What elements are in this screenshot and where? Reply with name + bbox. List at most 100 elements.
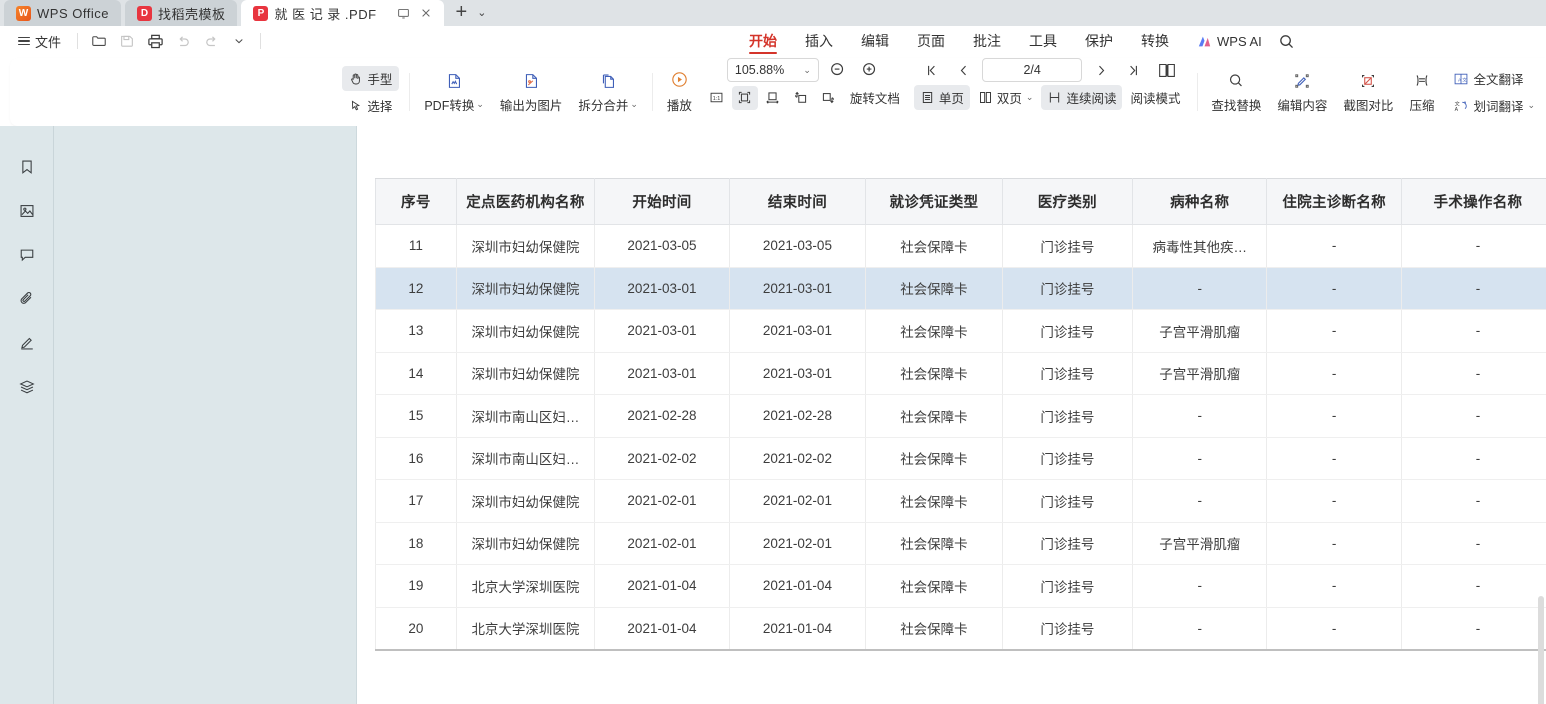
ribbon-tab-convert[interactable]: 转换 bbox=[1141, 33, 1169, 49]
export-image-button[interactable]: 输出为图片 bbox=[492, 69, 571, 116]
undo-icon[interactable] bbox=[170, 29, 196, 53]
table-row[interactable]: 15 深圳市南山区妇… 2021-02-28 2021-02-28 社会保障卡 … bbox=[375, 394, 1546, 438]
screenshot-compare-button[interactable]: 截图对比 bbox=[1335, 69, 1401, 116]
select-tool-button[interactable]: 选择 bbox=[342, 93, 399, 118]
new-tab-button[interactable]: + bbox=[455, 1, 468, 23]
fit-width-button[interactable] bbox=[760, 86, 786, 110]
rotate-right-button[interactable] bbox=[816, 86, 842, 110]
signature-icon[interactable] bbox=[14, 330, 40, 356]
menu-bar: 文件 开始 插入 编辑 页面 批注 工具 保护 转换 bbox=[0, 26, 1546, 56]
table-row[interactable]: 18 深圳市妇幼保健院 2021-02-01 2021-02-01 社会保障卡 … bbox=[375, 522, 1546, 565]
chevron-down-icon[interactable]: ⌄ bbox=[476, 98, 484, 109]
ribbon-tab-annotate[interactable]: 批注 bbox=[973, 33, 1001, 49]
cell-disease-name: - bbox=[1131, 267, 1268, 310]
ribbon-tab-protect[interactable]: 保护 bbox=[1085, 33, 1113, 49]
next-page-button[interactable] bbox=[1088, 58, 1114, 82]
cell-main-diagnosis: - bbox=[1266, 352, 1402, 395]
open-folder-icon[interactable] bbox=[86, 29, 112, 53]
cell-medical-category: 门诊挂号 bbox=[1001, 352, 1134, 395]
page-number-input[interactable]: 2/4 bbox=[982, 58, 1083, 82]
rotate-document-button[interactable]: 旋转文档 bbox=[844, 85, 906, 110]
double-page-button[interactable]: 双页 ⌄ bbox=[972, 85, 1040, 110]
first-page-button[interactable] bbox=[918, 58, 944, 82]
pdf-convert-label: PDF转换 bbox=[424, 98, 475, 113]
zoom-in-icon[interactable] bbox=[857, 58, 883, 82]
table-row[interactable]: 20 北京大学深圳医院 2021-01-04 2021-01-04 社会保障卡 … bbox=[375, 607, 1546, 651]
chevron-down-icon[interactable]: ⌄ bbox=[630, 98, 638, 109]
tab-wps-office[interactable]: W WPS Office bbox=[4, 0, 121, 26]
fit-page-button[interactable] bbox=[731, 85, 758, 110]
prev-page-button[interactable] bbox=[950, 58, 976, 82]
table-row[interactable]: 19 北京大学深圳医院 2021-01-04 2021-01-04 社会保障卡 … bbox=[375, 564, 1546, 608]
print-icon[interactable] bbox=[142, 29, 168, 53]
play-icon bbox=[672, 72, 687, 87]
ribbon-tab-start[interactable]: 开始 bbox=[735, 26, 791, 56]
cell-disease-name: 子宫平滑肌瘤 bbox=[1131, 309, 1268, 353]
cell-institution: 深圳市妇幼保健院 bbox=[455, 267, 596, 310]
table-row[interactable]: 16 深圳市南山区妇… 2021-02-02 2021-02-02 社会保障卡 … bbox=[375, 437, 1546, 480]
thumbnail-icon[interactable] bbox=[14, 198, 40, 224]
table-row[interactable]: 17 深圳市妇幼保健院 2021-02-01 2021-02-01 社会保障卡 … bbox=[375, 479, 1546, 523]
table-row[interactable]: 12 深圳市妇幼保健院 2021-03-01 2021-03-01 社会保障卡 … bbox=[375, 267, 1546, 310]
file-menu-button[interactable]: 文件 bbox=[10, 29, 69, 54]
export-image-icon bbox=[526, 73, 538, 88]
tab-pdf-document[interactable]: P 就 医 记 录 .PDF bbox=[241, 0, 444, 26]
cell-medical-category: 门诊挂号 bbox=[1001, 309, 1134, 353]
cell-main-diagnosis: - bbox=[1266, 309, 1402, 353]
comment-icon[interactable] bbox=[14, 242, 40, 268]
edit-content-button[interactable]: 编辑内容 bbox=[1269, 69, 1335, 116]
table-row[interactable]: 14 深圳市妇幼保健院 2021-03-01 2021-03-01 社会保障卡 … bbox=[375, 352, 1546, 395]
chevron-down-icon[interactable]: ⌄ bbox=[1527, 100, 1536, 110]
split-merge-button[interactable]: 拆分合并 ⌄ bbox=[570, 69, 646, 116]
pdf-convert-button[interactable]: PDF转换 ⌄ bbox=[416, 69, 492, 116]
cell-credential-type: 社会保障卡 bbox=[865, 224, 1003, 268]
cell-credential-type: 社会保障卡 bbox=[865, 352, 1003, 395]
vertical-scrollbar-thumb[interactable] bbox=[1538, 596, 1544, 704]
cell-seq: 18 bbox=[375, 522, 457, 565]
zoom-level-select[interactable]: 105.88% ⌄ bbox=[726, 58, 819, 82]
screenshot-compare-label: 截图对比 bbox=[1343, 98, 1394, 113]
col-header-start-time: 开始时间 bbox=[594, 178, 730, 225]
wps-ai-button[interactable]: WPS AI bbox=[1183, 34, 1270, 49]
ribbon-tab-page[interactable]: 页面 bbox=[917, 33, 945, 49]
actual-size-button[interactable]: 1:1 bbox=[704, 86, 730, 110]
monitor-icon[interactable] bbox=[397, 7, 410, 20]
global-search-icon[interactable] bbox=[1270, 33, 1307, 50]
table-row[interactable]: 11 深圳市妇幼保健院 2021-03-05 2021-03-05 社会保障卡 … bbox=[375, 224, 1546, 268]
ribbon-tab-insert[interactable]: 插入 bbox=[805, 33, 833, 49]
cell-credential-type: 社会保障卡 bbox=[865, 564, 1003, 608]
customize-caret-icon[interactable] bbox=[226, 29, 252, 53]
tab-docer-template[interactable]: D 找稻壳模板 bbox=[124, 0, 238, 26]
rotate-left-button[interactable] bbox=[788, 86, 814, 110]
save-icon[interactable] bbox=[114, 29, 140, 53]
attachment-icon[interactable] bbox=[14, 286, 40, 312]
divider bbox=[260, 33, 262, 49]
compress-button[interactable]: 压缩 bbox=[1401, 69, 1442, 116]
table-row[interactable]: 13 深圳市妇幼保健院 2021-03-01 2021-03-01 社会保障卡 … bbox=[375, 309, 1546, 353]
ribbon-tab-tools[interactable]: 工具 bbox=[1029, 33, 1057, 49]
bookmark-icon[interactable] bbox=[14, 154, 40, 180]
cell-seq: 12 bbox=[375, 267, 457, 310]
last-page-button[interactable] bbox=[1120, 58, 1146, 82]
chevron-down-icon[interactable]: ⌄ bbox=[477, 6, 487, 19]
zoom-out-icon[interactable] bbox=[825, 58, 851, 82]
play-button[interactable]: 播放 bbox=[659, 68, 700, 116]
single-page-button[interactable]: 单页 bbox=[913, 85, 970, 110]
layers-icon[interactable] bbox=[14, 374, 40, 400]
find-replace-button[interactable]: 查找替换 bbox=[1203, 69, 1269, 116]
redo-icon[interactable] bbox=[198, 29, 224, 53]
reading-mode-icon[interactable] bbox=[1152, 58, 1182, 82]
hand-tool-button[interactable]: 手型 bbox=[342, 66, 400, 91]
chevron-down-icon[interactable]: ⌄ bbox=[1025, 92, 1034, 102]
document-view[interactable]: 序号 定点医药机构名称 开始时间 结束时间 就诊凭证类型 医疗类别 病种名称 住… bbox=[357, 126, 1546, 704]
cell-disease-name: - bbox=[1131, 607, 1268, 651]
continuous-read-label: 连续阅读 bbox=[1066, 92, 1117, 106]
ribbon-tab-edit[interactable]: 编辑 bbox=[861, 33, 889, 49]
col-header-medical-category: 医疗类别 bbox=[1001, 178, 1134, 225]
continuous-read-button[interactable]: 连续阅读 bbox=[1041, 85, 1123, 110]
cell-end-time: 2021-02-01 bbox=[728, 479, 867, 523]
close-icon[interactable] bbox=[420, 7, 432, 19]
reading-mode-button[interactable]: 阅读模式 bbox=[1124, 85, 1186, 110]
